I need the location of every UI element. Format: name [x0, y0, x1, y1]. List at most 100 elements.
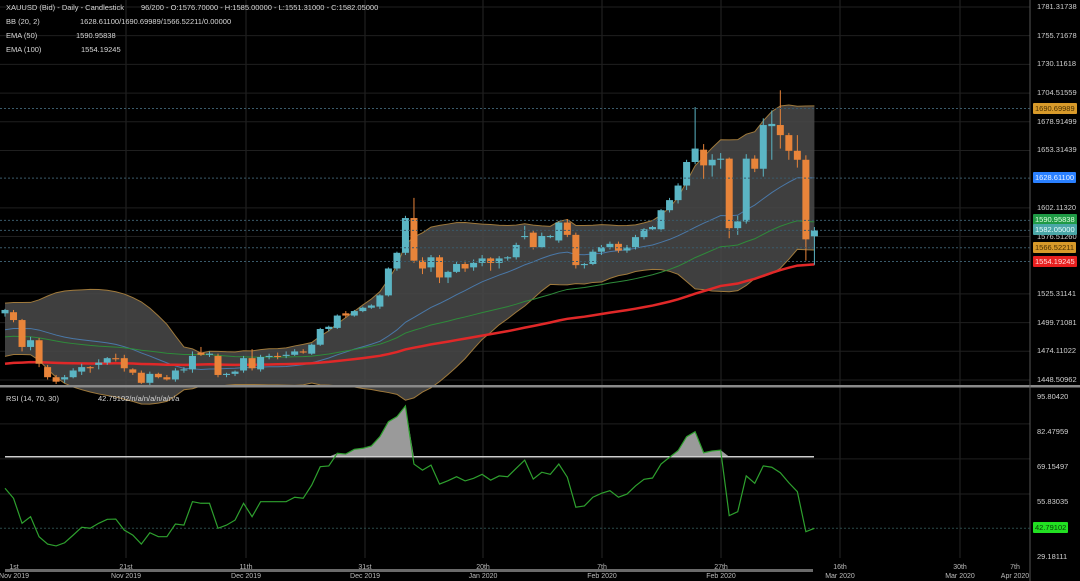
time-label-month: Dec 2019: [350, 573, 380, 580]
ema100-value: 1554.19245: [81, 45, 121, 54]
candle-body: [674, 185, 682, 201]
price-tick-label: 1499.71081: [1037, 317, 1077, 327]
price-marker: 1582.05000: [1033, 224, 1077, 236]
candle-body: [725, 158, 733, 229]
time-label-day: 27th: [714, 564, 728, 571]
candle-body: [810, 230, 818, 237]
candle-body: [691, 148, 699, 163]
time-axis-label: 7th Feb 2020: [582, 563, 622, 581]
candle-body: [325, 326, 333, 330]
candle-body: [521, 235, 529, 238]
candle-body: [350, 311, 358, 316]
time-label-day: 7th: [1010, 564, 1020, 571]
time-label-day: 16th: [833, 564, 847, 571]
candle-body: [512, 244, 520, 258]
price-tick-label: 1730.11618: [1037, 59, 1077, 69]
candle-body: [734, 221, 742, 229]
candle-body: [10, 312, 18, 321]
candle-body: [188, 355, 196, 370]
rsi-overbought-fill: [5, 405, 815, 457]
rsi-marker: 42.79102: [1033, 522, 1069, 534]
time-axis-label: 20th Jan 2020: [463, 563, 503, 581]
candle-body: [257, 357, 265, 370]
time-label-day: 20th: [476, 564, 490, 571]
candle-body: [78, 367, 86, 372]
candle-body: [768, 123, 776, 127]
candle-body: [802, 159, 810, 240]
candle-body: [274, 355, 282, 358]
candle-body: [418, 260, 426, 269]
candle-body: [742, 158, 750, 222]
candle-body: [367, 305, 375, 308]
price-tick-label: 1474.11022: [1037, 346, 1077, 356]
time-label-day: 1st: [9, 564, 19, 571]
candle-body: [112, 358, 120, 360]
ema50-label: EMA (50): [6, 31, 38, 40]
candle-body: [180, 369, 188, 371]
panel-separator: [0, 385, 1080, 388]
price-marker: 1690.69989: [1033, 102, 1077, 114]
rsi-label: RSI (14, 70, 30): [6, 394, 59, 403]
candle-body: [597, 247, 605, 252]
candle-body: [410, 218, 418, 261]
candle-body: [146, 373, 154, 383]
bollinger-middle-line: [4, 177, 815, 371]
candle-body: [316, 329, 324, 345]
rsi-line: [4, 404, 815, 547]
time-axis-label: 16th Mar 2020: [820, 563, 860, 581]
candle-body: [495, 258, 503, 263]
time-scrollbar[interactable]: [5, 569, 813, 572]
price-marker: 1566.52211: [1033, 241, 1077, 253]
candle-body: [555, 222, 563, 241]
price-marker: 1590.95838: [1033, 214, 1077, 226]
time-label-month: Feb 2020: [587, 573, 617, 580]
time-axis-label: 21st Nov 2019: [106, 563, 146, 581]
candle-body: [291, 351, 299, 355]
rsi-tick-label: 29.18111: [1037, 552, 1068, 561]
candle-body: [453, 264, 461, 272]
candle-body: [470, 262, 478, 268]
candle-body: [18, 320, 26, 347]
price-tick-label: 1525.31141: [1037, 288, 1077, 298]
candle-body: [384, 268, 392, 296]
candle-body: [708, 159, 716, 166]
candle-body: [1, 309, 9, 314]
rsi-tick-label: 55.83035: [1037, 496, 1069, 506]
candle-body: [563, 222, 571, 235]
time-label-day: 31st: [358, 564, 372, 571]
candle-body: [61, 377, 69, 380]
candle-body: [529, 232, 537, 248]
ema100-line: [4, 263, 815, 367]
candle-body: [640, 229, 648, 238]
rsi-tick-label: 95.80420: [1037, 391, 1069, 401]
ema50-value: 1590.95838: [76, 31, 116, 40]
price-tick-label: 1653.31439: [1037, 145, 1077, 155]
candle-body: [393, 252, 401, 269]
candle-body: [649, 227, 657, 230]
candle-body: [103, 358, 111, 363]
candle-body: [52, 377, 60, 382]
bollinger-lower-line: [4, 248, 815, 405]
candle-body: [589, 251, 597, 265]
candle-body: [444, 271, 452, 278]
candle-body: [359, 307, 367, 312]
candle-body: [69, 370, 77, 378]
candle-body: [129, 369, 137, 373]
rsi-tick-label: 82.47959: [1037, 426, 1069, 436]
time-axis-label: 31st Dec 2019: [345, 563, 385, 581]
candle-body: [205, 353, 213, 355]
rsi-tick-label: 69.15497: [1037, 461, 1069, 471]
time-label-month: Dec 2019: [231, 573, 261, 580]
candle-body: [478, 258, 486, 263]
ohlc-readout: 96/200 - O:1576.70000 - H:1585.00000 - L…: [141, 3, 379, 12]
candle-body: [120, 358, 128, 369]
time-axis-label: 30th Mar 2020: [940, 563, 980, 581]
candle-body: [631, 237, 639, 248]
candle-body: [231, 371, 239, 374]
bb-label: BB (20, 2): [6, 17, 40, 26]
bb-value: 1628.61100/1690.69989/1566.52211/0.00000: [80, 17, 232, 26]
candle-body: [163, 377, 171, 380]
candle-body: [683, 162, 691, 186]
candle-body: [35, 340, 43, 364]
